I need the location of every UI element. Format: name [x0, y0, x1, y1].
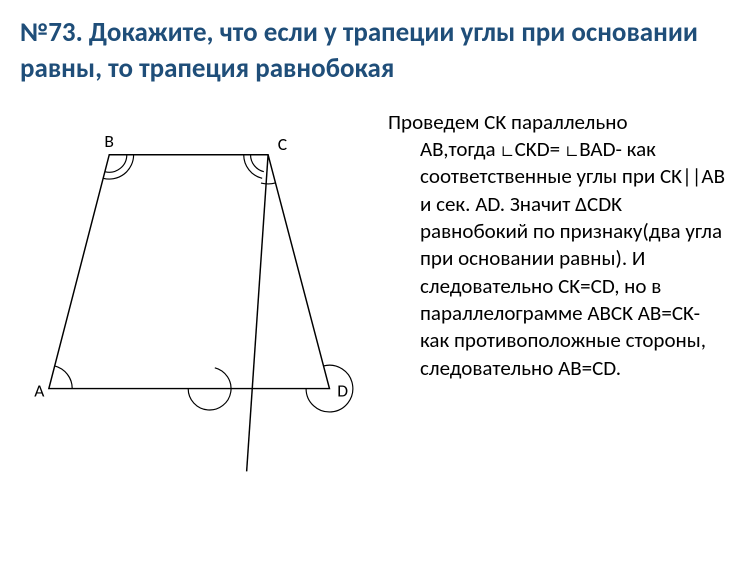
- diagram-container: A B C D: [20, 106, 370, 486]
- svg-text:C: C: [278, 133, 287, 155]
- svg-text:B: B: [104, 130, 114, 152]
- proof-text: Проведем CK параллельно AB,тогда ∟CKD= ∟…: [380, 106, 731, 486]
- svg-text:A: A: [34, 379, 45, 401]
- svg-text:D: D: [337, 379, 348, 401]
- content-row: A B C D Проведем CK параллельно AB,тогда ∟C…: [20, 106, 731, 486]
- proof-rest: AB,тогда ∟CKD= ∟BAD- как соответственные…: [388, 136, 731, 382]
- problem-title: №73. Докажите, что если у трапеции углы …: [20, 15, 731, 88]
- trapezoid-diagram: A B C D: [20, 106, 370, 486]
- proof-line1: Проведем CK параллельно: [388, 109, 731, 136]
